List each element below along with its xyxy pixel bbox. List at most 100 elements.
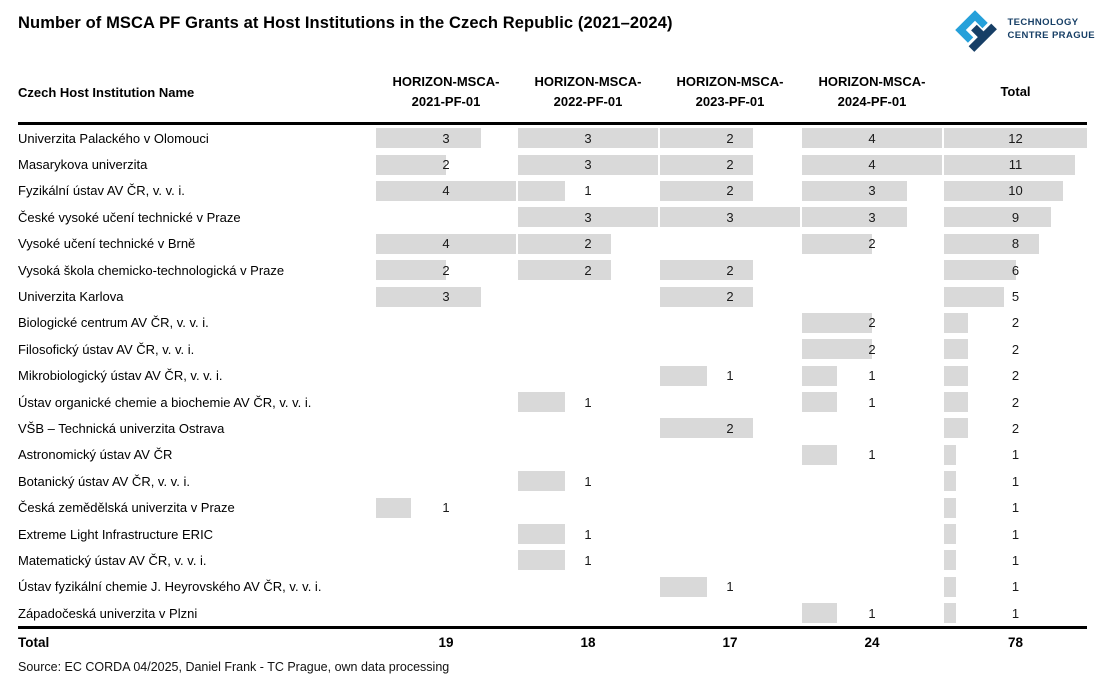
grant-count-cell (802, 547, 942, 573)
data-bar (376, 233, 516, 254)
grant-count-cell: 3 (660, 204, 800, 230)
cell-value: 2 (726, 289, 734, 305)
table-row: Extreme Light Infrastructure ERIC 1 1 (18, 521, 1087, 547)
data-bar (376, 128, 481, 149)
data-bar (518, 128, 658, 149)
grant-count-cell (376, 310, 516, 336)
institution-name: Univerzita Palackého v Olomouci (18, 130, 209, 146)
data-bar (802, 392, 837, 413)
grant-count-cell: 1 (376, 494, 516, 520)
cell-value: 3 (442, 289, 450, 305)
cell-value: 6 (1011, 262, 1020, 278)
data-bar (944, 603, 956, 624)
data-bar (802, 154, 942, 175)
data-bar (518, 154, 658, 175)
cell-value: 2 (726, 130, 734, 146)
institution-name: České vysoké učení technické v Praze (18, 209, 241, 225)
row-total-cell: 12 (944, 125, 1087, 151)
cell-value: 2 (584, 236, 592, 252)
cell-value: 1 (1011, 500, 1020, 516)
table-row: Západočeská univerzita v Plzni 1 1 (18, 600, 1087, 626)
total-2021: 19 (438, 635, 454, 651)
data-bar (944, 128, 1087, 149)
cell-value: 1 (1011, 447, 1020, 463)
data-bar (376, 497, 411, 518)
source-note: Source: EC CORDA 04/2025, Daniel Frank -… (18, 660, 450, 674)
data-bar (944, 286, 1004, 307)
grand-total: 78 (1007, 635, 1024, 651)
institution-name: Vysoké učení technické v Brně (18, 236, 196, 252)
cell-value: 3 (584, 157, 592, 173)
grant-count-cell: 1 (518, 468, 658, 494)
column-header-total: Total (944, 62, 1087, 122)
data-bar (944, 339, 968, 360)
header-line: 2021-PF-01 (411, 94, 481, 109)
grant-count-cell (660, 521, 800, 547)
grant-count-cell: 4 (802, 151, 942, 177)
page-title: Number of MSCA PF Grants at Host Institu… (18, 14, 673, 32)
cell-value: 1 (584, 473, 592, 489)
logo-text: TECHNOLOGY CENTRE PRAGUE (1007, 17, 1095, 43)
header-line: 2023-PF-01 (695, 94, 765, 109)
grant-count-cell (376, 336, 516, 362)
cell-value: 3 (584, 209, 592, 225)
table-row: Filosofický ústav AV ČR, v. v. i. 2 2 (18, 336, 1087, 362)
column-header-2023: HORIZON-MSCA- 2023-PF-01 (660, 62, 800, 122)
grant-count-cell (660, 310, 800, 336)
grant-count-cell: 3 (802, 178, 942, 204)
table-row: Matematický ústav AV ČR, v. v. i. 1 1 (18, 547, 1087, 573)
row-total-cell: 10 (944, 178, 1087, 204)
cell-value: 3 (868, 183, 876, 199)
data-bar (660, 128, 754, 149)
cell-value: 2 (584, 262, 592, 278)
grant-count-cell (376, 363, 516, 389)
cell-value: 1 (584, 526, 592, 542)
grant-count-cell: 1 (518, 178, 658, 204)
grant-count-cell (802, 468, 942, 494)
data-bar (944, 207, 1052, 228)
table-row: Ústav organické chemie a biochemie AV ČR… (18, 389, 1087, 415)
row-total-cell: 1 (944, 442, 1087, 468)
institution-name: Fyzikální ústav AV ČR, v. v. i. (18, 183, 185, 199)
grants-table: Czech Host Institution Name HORIZON-MSCA… (18, 62, 1087, 656)
grant-count-cell (376, 521, 516, 547)
cell-value: 1 (442, 500, 450, 516)
totals-row: Total 19 18 17 24 78 (18, 626, 1087, 656)
data-bar (660, 576, 707, 597)
grant-count-cell (376, 389, 516, 415)
table-header-row: Czech Host Institution Name HORIZON-MSCA… (18, 62, 1087, 125)
institution-name: Univerzita Karlova (18, 289, 124, 305)
cell-value: 3 (868, 209, 876, 225)
cell-value: 1 (1011, 579, 1020, 595)
header-line: HORIZON-MSCA- (818, 73, 926, 89)
cell-value: 2 (442, 262, 450, 278)
row-total-cell: 1 (944, 468, 1087, 494)
cell-value: 2 (442, 157, 450, 173)
grant-count-cell (376, 574, 516, 600)
data-bar (944, 550, 956, 571)
row-total-cell: 5 (944, 283, 1087, 309)
table-row: Fyzikální ústav AV ČR, v. v. i. 4 1 2 3 10 (18, 178, 1087, 204)
grant-count-cell: 1 (660, 574, 800, 600)
grant-count-cell (660, 442, 800, 468)
cell-value: 2 (868, 341, 876, 357)
row-total-cell: 1 (944, 574, 1087, 600)
institution-name: Filosofický ústav AV ČR, v. v. i. (18, 341, 195, 357)
data-bar (944, 444, 956, 465)
data-bar (944, 312, 968, 333)
cell-value: 2 (726, 262, 734, 278)
cell-value: 1 (1011, 605, 1020, 621)
table-row: Univerzita Palackého v Olomouci 3 3 2 4 12 (18, 125, 1087, 151)
data-bar (518, 260, 612, 281)
row-total-cell: 1 (944, 600, 1087, 626)
grant-count-cell: 2 (802, 310, 942, 336)
data-bar (518, 550, 565, 571)
institution-name: Extreme Light Infrastructure ERIC (18, 526, 214, 542)
table-row: Masarykova univerzita 2 3 2 4 11 (18, 151, 1087, 177)
row-total-cell: 2 (944, 389, 1087, 415)
data-bar (802, 312, 872, 333)
table-row: Česká zemědělská univerzita v Praze 1 1 (18, 494, 1087, 520)
cell-value: 3 (726, 209, 734, 225)
grant-count-cell: 3 (518, 204, 658, 230)
cell-value: 1 (868, 368, 876, 384)
